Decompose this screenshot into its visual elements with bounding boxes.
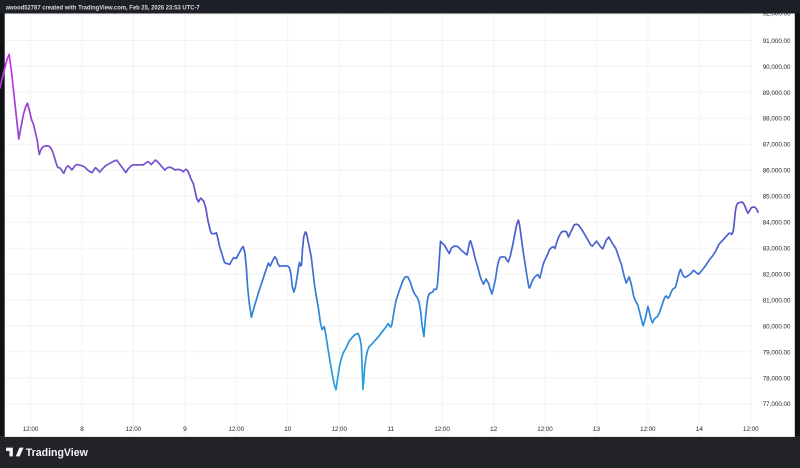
svg-text:87,000.00: 87,000.00 [763,142,791,149]
svg-text:11: 11 [387,426,394,433]
svg-text:82,000.00: 82,000.00 [763,272,791,279]
svg-text:12:00: 12:00 [126,426,142,433]
svg-text:92,000.00: 92,000.00 [763,11,791,18]
svg-text:88,000.00: 88,000.00 [763,116,791,123]
svg-text:80,000.00: 80,000.00 [763,323,791,330]
svg-text:84,000.00: 84,000.00 [763,220,791,227]
svg-text:TradingView: TradingView [26,447,89,459]
svg-text:9: 9 [183,426,187,433]
svg-text:81,000.00: 81,000.00 [763,297,791,304]
svg-text:12:00: 12:00 [537,426,553,433]
svg-text:12: 12 [490,426,498,433]
svg-text:8: 8 [80,426,84,433]
svg-text:14: 14 [696,426,704,433]
svg-text:12:00: 12:00 [23,426,39,433]
svg-text:12:00: 12:00 [743,426,759,433]
svg-text:91,000.00: 91,000.00 [763,38,791,45]
svg-text:86,000.00: 86,000.00 [763,168,791,175]
svg-text:13: 13 [593,426,601,433]
svg-text:78,000.00: 78,000.00 [763,375,791,382]
svg-text:90,000.00: 90,000.00 [763,64,791,71]
svg-text:83,000.00: 83,000.00 [763,246,791,253]
svg-text:85,000.00: 85,000.00 [763,194,791,201]
svg-text:12:00: 12:00 [434,426,450,433]
svg-text:77,000.00: 77,000.00 [763,401,791,408]
svg-text:awood52787 created with Tradin: awood52787 created with TradingView.com,… [6,4,200,11]
svg-text:10: 10 [284,426,292,433]
svg-text:12:00: 12:00 [640,426,656,433]
svg-text:79,000.00: 79,000.00 [763,349,791,356]
svg-text:12:00: 12:00 [331,426,347,433]
svg-text:89,000.00: 89,000.00 [763,90,791,97]
svg-text:12:00: 12:00 [229,426,245,433]
